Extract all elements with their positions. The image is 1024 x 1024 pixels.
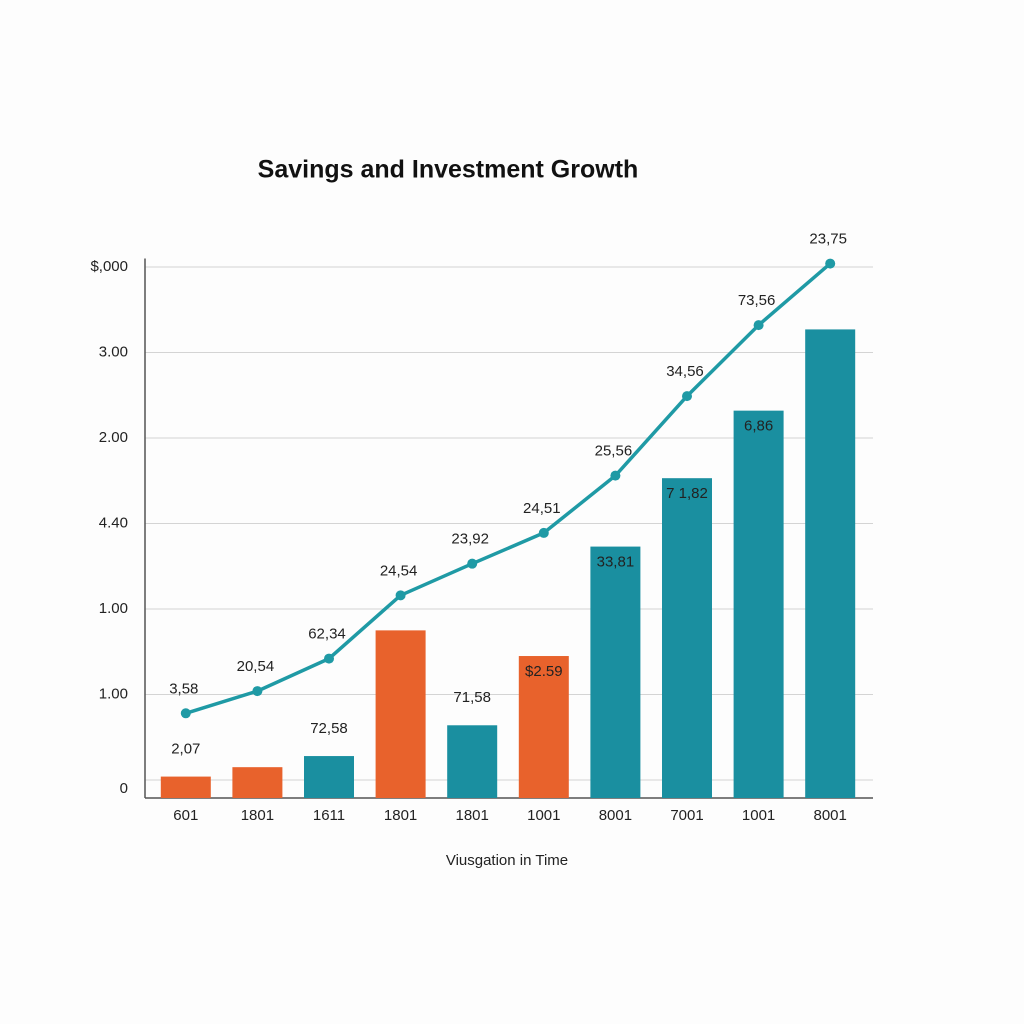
bar-value-label: $2.59 — [525, 663, 563, 680]
line-point — [395, 590, 406, 601]
x-axis-label: Viusgation in Time — [446, 852, 568, 869]
line-point — [324, 653, 334, 664]
line-value-label: 73,56 — [738, 292, 776, 309]
bar-value-label: 71,58 — [453, 689, 491, 706]
line-point — [682, 391, 692, 402]
line-value-label: 23,92 — [451, 531, 489, 548]
line-point — [610, 470, 621, 481]
line-point — [538, 527, 549, 538]
bar-value-label: 2,07 — [171, 741, 200, 758]
y-tick-label: 2.00 — [99, 429, 128, 446]
bar-value-label: 72,58 — [310, 720, 348, 737]
y-tick-label: 4.40 — [99, 514, 128, 531]
x-tick-label: 7001 — [670, 807, 703, 824]
bar — [232, 767, 283, 798]
line-point — [467, 558, 478, 569]
line-point — [252, 686, 263, 697]
bar — [805, 329, 856, 798]
x-tick-label: 1611 — [313, 807, 345, 824]
y-tick-label: 1.00 — [99, 600, 128, 617]
line-value-label: 25,56 — [595, 443, 633, 460]
y-tick-label: $,000 — [90, 258, 128, 275]
x-tick-label: 1801 — [456, 807, 489, 824]
x-tick-label: 8001 — [814, 807, 847, 824]
y-tick-label: 0 — [120, 780, 128, 797]
line-value-label: 23,75 — [809, 231, 847, 248]
x-tick-label: 8001 — [599, 807, 632, 824]
line-value-label: 24,54 — [380, 562, 418, 579]
bar — [375, 630, 426, 798]
x-tick-label: 1801 — [384, 807, 417, 824]
line-value-label: 24,51 — [523, 500, 561, 517]
x-tick-label: 1001 — [742, 807, 775, 824]
bar — [662, 478, 712, 798]
bar — [518, 656, 569, 798]
bar — [590, 546, 641, 798]
chart-title: Savings and Investment Growth — [258, 156, 639, 184]
x-tick-label: 601 — [173, 807, 198, 824]
bar-value-label: 7 1,82 — [666, 485, 708, 502]
line-point — [753, 320, 764, 331]
bar — [304, 756, 354, 798]
x-tick-label: 1801 — [241, 807, 274, 824]
line-value-label: 3,58 — [169, 680, 198, 697]
y-tick-label: 1.00 — [99, 685, 128, 702]
line-point — [825, 258, 836, 269]
line-point — [180, 708, 191, 719]
bar — [160, 776, 211, 798]
line — [185, 262, 832, 715]
x-tick-label: 1001 — [527, 807, 560, 824]
bar — [733, 410, 784, 798]
line-value-label: 20,54 — [237, 658, 275, 675]
line-value-label: 62,34 — [308, 626, 346, 643]
bar-value-label: 6,86 — [744, 418, 773, 435]
y-tick-label: 3.00 — [99, 343, 128, 360]
line-value-label: 34,56 — [666, 363, 704, 380]
bar — [447, 725, 498, 798]
bar-value-label: 33,81 — [597, 554, 635, 571]
